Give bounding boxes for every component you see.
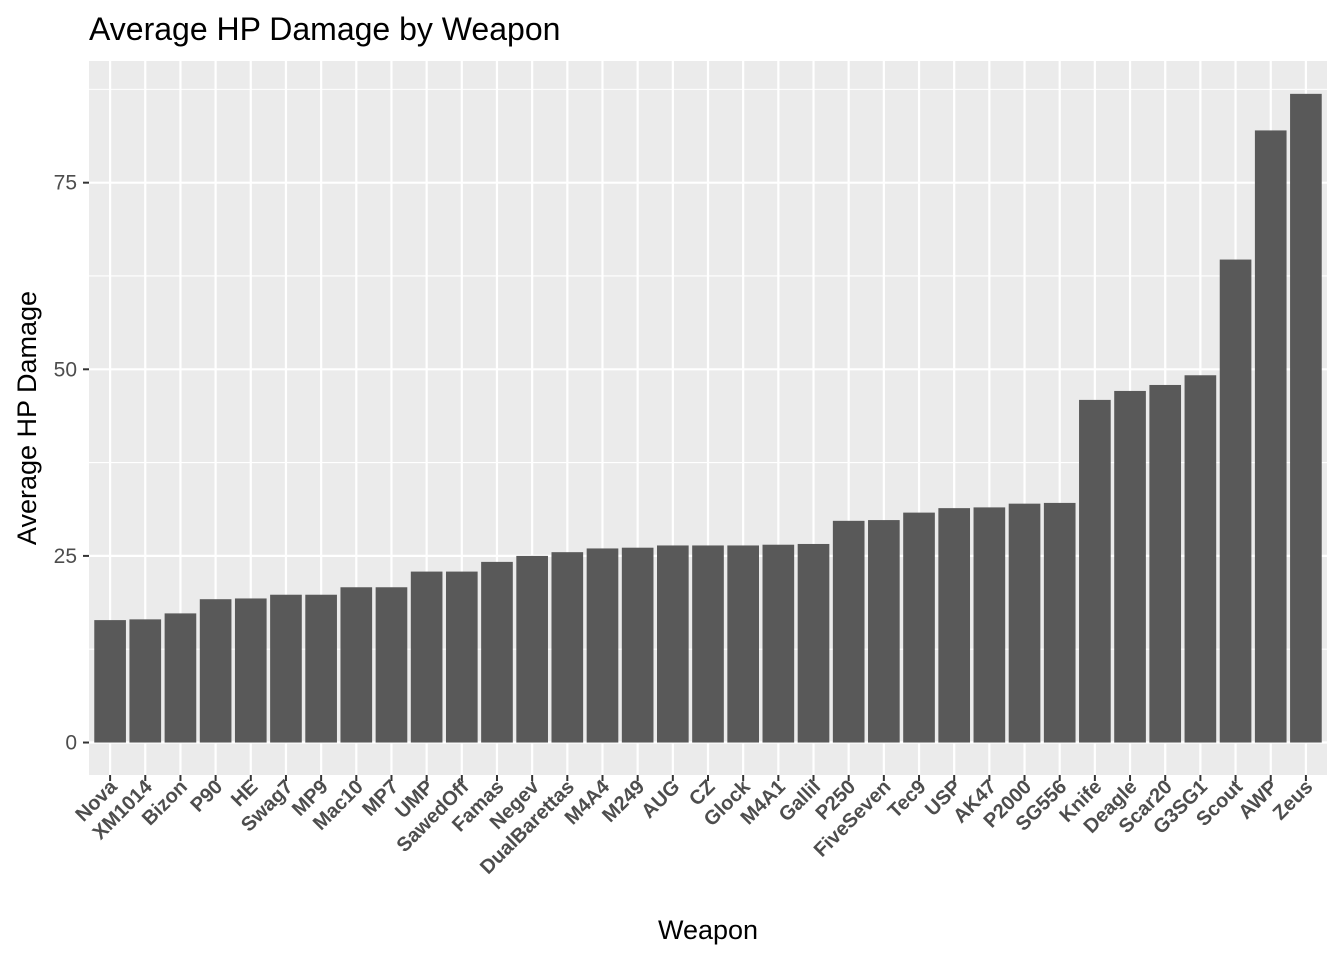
x-tick-label: P90 (186, 776, 227, 817)
y-tick-label: 75 (54, 172, 77, 195)
bar-bizon (164, 613, 197, 743)
bar-swag7 (270, 594, 302, 743)
bar-scout (1219, 259, 1252, 743)
bar-mac10 (340, 587, 373, 743)
y-tick-label: 25 (54, 545, 77, 568)
bar-ump (410, 571, 443, 743)
bar-sawedoff (445, 571, 478, 743)
chart-title: Average HP Damage by Weapon (89, 11, 560, 47)
bar-usp (938, 508, 971, 743)
bar-m249 (621, 547, 654, 743)
bar-mp7 (375, 587, 408, 743)
bar-deagle (1114, 390, 1146, 743)
bar-p250 (832, 520, 865, 743)
bar-fiveseven (868, 520, 900, 743)
bar-ak47 (973, 507, 1006, 743)
bar-negev (516, 555, 548, 743)
bar-gallil (797, 543, 830, 743)
bar-awp (1254, 130, 1287, 743)
bar-nova (94, 620, 126, 743)
x-tick-label: Tec9 (884, 776, 931, 823)
y-axis-title: Average HP Damage (12, 291, 42, 545)
bar-glock (727, 545, 759, 743)
bar-scar20 (1149, 384, 1182, 743)
bars (94, 93, 1322, 743)
bar-zeus (1290, 93, 1322, 743)
bar-xm1014 (129, 619, 162, 743)
x-tick-label: AUG (637, 776, 684, 823)
bar-g3sg1 (1184, 375, 1217, 743)
bar-aug (657, 545, 689, 743)
bar-cz (692, 545, 724, 743)
bar-m4a1 (762, 544, 795, 743)
y-tick-label: 50 (54, 358, 77, 381)
x-axis-title: Weapon (658, 915, 758, 945)
bar-p2000 (1008, 503, 1041, 743)
bar-tec9 (903, 512, 935, 743)
x-tick-label: Zeus (1269, 776, 1318, 825)
bar-mp9 (305, 594, 337, 743)
bar-p90 (199, 599, 232, 743)
x-tick-label: Gallil (775, 776, 825, 826)
bar-he (234, 598, 267, 743)
bar-dualbarettas (551, 552, 584, 743)
bar-m4a4 (586, 548, 619, 743)
bar-knife (1079, 399, 1111, 743)
y-tick-label: 0 (65, 732, 77, 755)
bar-famas (481, 561, 513, 743)
y-axis: 0 25 50 75 (54, 172, 89, 755)
bar-sg556 (1043, 502, 1076, 743)
